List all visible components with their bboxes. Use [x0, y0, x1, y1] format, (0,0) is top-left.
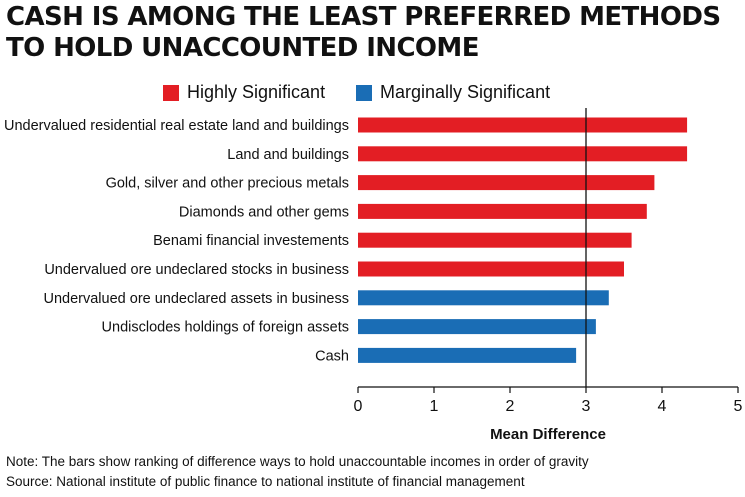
bar-3	[358, 203, 647, 219]
bar-2	[358, 175, 655, 191]
category-label-3: Diamonds and other gems	[179, 204, 349, 220]
bar-5	[358, 261, 624, 277]
bar-7	[358, 319, 596, 335]
category-label-6: Undervalued ore undeclared assets in bus…	[44, 291, 350, 307]
category-label-2: Gold, silver and other precious metals	[106, 176, 349, 192]
bar-8	[358, 347, 577, 363]
bar-6	[358, 290, 609, 306]
x-tick-label-4: 4	[658, 398, 667, 415]
bar-4	[358, 232, 632, 248]
category-label-7: Undisclodes holdings of foreign assets	[102, 320, 349, 336]
x-tick-label-5: 5	[734, 398, 743, 415]
category-label-1: Land and buildings	[227, 147, 349, 163]
legend-label-highly-significant: Highly Significant	[187, 82, 326, 102]
chart-note: Note: The bars show ranking of differenc…	[6, 454, 589, 469]
category-label-8: Cash	[315, 348, 349, 364]
category-label-5: Undervalued ore undeclared stocks in bus…	[44, 262, 349, 278]
legend-swatch-highly-significant	[163, 84, 179, 101]
chart-source: Source: National institute of public fin…	[6, 474, 525, 489]
x-tick-label-1: 1	[430, 398, 439, 415]
x-tick-label-2: 2	[506, 398, 515, 415]
chart-title: CASH IS AMONG THE LEAST PREFERRED METHOD…	[6, 2, 721, 63]
x-axis-label: Mean Difference	[490, 426, 606, 443]
legend-item-marginally-significant: Marginally Significant	[356, 82, 550, 103]
category-label-4: Benami financial investements	[153, 233, 349, 249]
bar-0	[358, 117, 688, 133]
legend-label-marginally-significant: Marginally Significant	[380, 82, 551, 102]
legend-swatch-marginally-significant	[356, 84, 372, 101]
legend: Highly Significant Marginally Significan…	[0, 82, 745, 106]
x-tick-label-0: 0	[354, 398, 363, 415]
category-label-0: Undervalued residential real estate land…	[4, 118, 349, 134]
bar-1	[358, 146, 688, 162]
x-tick-label-3: 3	[582, 398, 591, 415]
legend-item-highly-significant: Highly Significant	[163, 82, 325, 103]
